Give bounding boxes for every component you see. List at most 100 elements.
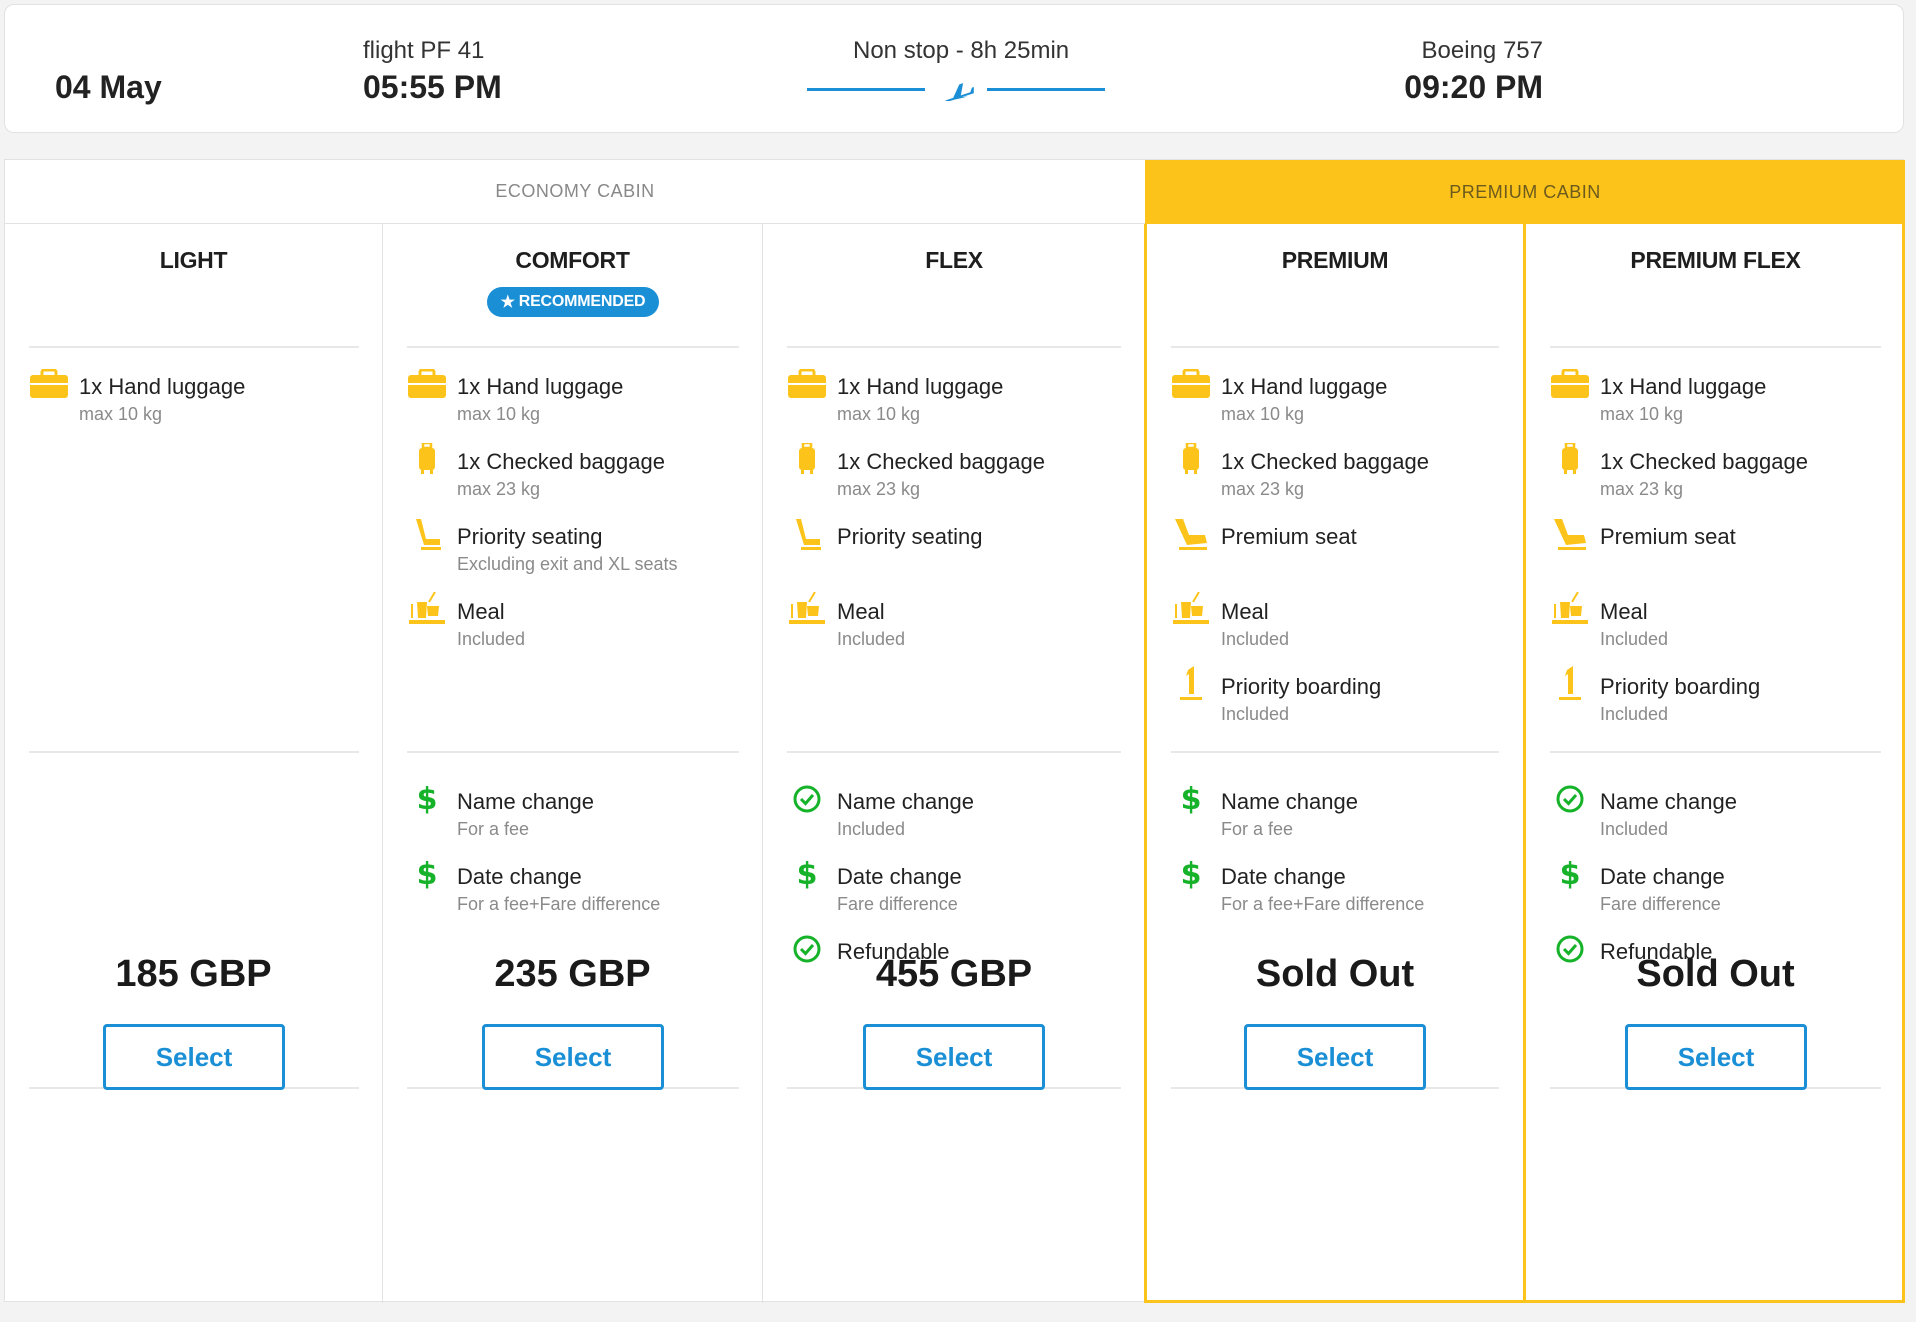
feature-subtitle: max 23 kg — [1600, 479, 1684, 499]
feature-title: 1x Checked baggage — [837, 449, 1045, 474]
check-circle-icon — [787, 781, 827, 817]
fare-title: FLEX — [925, 247, 983, 273]
select-button-light[interactable]: Select — [103, 1024, 285, 1090]
feature-subtitle: Included — [1600, 629, 1669, 649]
fare-column-premium: PREMIUM 1x Hand luggage max 10 kg 1x Checke… — [1147, 224, 1523, 1303]
dollar-icon: $ — [1180, 856, 1202, 892]
section-divider — [29, 751, 359, 753]
feature-title: Refundable — [1600, 939, 1713, 964]
fare-column-premium-flex: PREMIUM FLEX 1x Hand luggage max 10 kg 1x C… — [1526, 224, 1905, 1303]
priority-one-icon — [1171, 666, 1211, 702]
feature-title: Name change — [1221, 789, 1358, 814]
feature-subtitle: Fare difference — [1600, 894, 1721, 914]
fare-column-light: LIGHT 1x Hand luggage max 10 kg 185 GBP Sele… — [5, 224, 383, 1303]
feature-subtitle: Included — [1600, 704, 1669, 724]
dollar-icon: $ — [1180, 781, 1202, 817]
fare-column-flex: FLEX 1x Hand luggage max 10 kg 1x Checked b… — [763, 224, 1145, 1303]
feature-subtitle: Fare difference — [837, 894, 958, 914]
fare-title: LIGHT — [159, 247, 228, 273]
fare-title: PREMIUM FLEX — [1630, 247, 1801, 273]
feature-title: 1x Hand luggage — [1221, 374, 1388, 399]
fare-column-comfort: COMFORT ★ RECOMMENDED 1x Hand luggage max 10… — [383, 224, 763, 1303]
select-button-premium[interactable]: Select — [1244, 1024, 1426, 1090]
feature-subtitle: max 23 kg — [837, 479, 921, 499]
seat-icon — [407, 516, 447, 552]
feature-title: 1x Checked baggage — [1600, 449, 1808, 474]
section-divider — [787, 346, 1121, 348]
dollar-icon: $ — [416, 781, 438, 817]
feature-subtitle: For a fee — [1221, 819, 1294, 839]
dollar-icon: $ — [796, 856, 818, 892]
feature-subtitle: Included — [1221, 704, 1290, 724]
dollar-icon: $ — [416, 856, 438, 892]
feature-title: Meal — [837, 599, 885, 624]
feature-title: Date change — [457, 864, 582, 889]
flight-summary-card: 04 May flight PF 41 05:55 PM Non stop - … — [4, 4, 1904, 133]
feature-subtitle: For a fee — [457, 819, 530, 839]
premium-seat-icon — [1171, 516, 1211, 552]
feature-subtitle: Included — [457, 629, 526, 649]
priority-one-icon — [1550, 666, 1590, 702]
meal-icon — [787, 591, 827, 627]
feature-subtitle: max 10 kg — [79, 404, 163, 424]
recommended-badge: ★ RECOMMENDED — [487, 287, 659, 317]
feature-title: Date change — [1221, 864, 1346, 889]
suitcase-icon — [1550, 441, 1590, 477]
fare-price: 235 GBP — [494, 953, 651, 995]
feature-title: Meal — [457, 599, 505, 624]
fare-comparison-table: ECONOMY CABIN PREMIUM CABIN LIGHT 1x Hand… — [4, 159, 1905, 1303]
feature-subtitle: Included — [1221, 629, 1290, 649]
feature-title: 1x Hand luggage — [457, 374, 624, 399]
feature-subtitle: max 10 kg — [1600, 404, 1684, 424]
feature-title: Priority seating — [837, 524, 983, 549]
meal-icon — [407, 591, 447, 627]
fare-price: Sold Out — [1255, 953, 1415, 995]
fare-price: 455 GBP — [875, 953, 1033, 995]
section-divider — [407, 751, 739, 753]
feature-title: Name change — [457, 789, 594, 814]
flight-date: 04 May — [55, 69, 162, 105]
fare-title: PREMIUM — [1281, 247, 1389, 273]
check-circle-icon — [1550, 781, 1590, 817]
feature-title: Priority boarding — [1221, 674, 1382, 699]
arrival-time: 09:20 PM — [1404, 69, 1543, 105]
section-divider — [1171, 751, 1499, 753]
seat-icon — [787, 516, 827, 552]
feature-title: 1x Hand luggage — [837, 374, 1004, 399]
briefcase-icon — [407, 366, 447, 402]
premium-seat-icon — [1550, 516, 1590, 552]
feature-title: 1x Hand luggage — [1600, 374, 1767, 399]
premium-cabin-header: PREMIUM CABIN — [1145, 160, 1905, 224]
economy-cabin-header: ECONOMY CABIN — [5, 160, 1145, 224]
briefcase-icon — [1550, 366, 1590, 402]
star-icon: ★ — [500, 294, 515, 311]
select-button-flex[interactable]: Select — [863, 1024, 1045, 1090]
feature-title: 1x Checked baggage — [1221, 449, 1429, 474]
flight-number: flight PF 41 — [363, 37, 485, 64]
feature-subtitle: max 10 kg — [1221, 404, 1305, 424]
briefcase-icon — [1171, 366, 1211, 402]
feature-title: Date change — [1600, 864, 1725, 889]
feature-title: Meal — [1600, 599, 1648, 624]
select-button-comfort[interactable]: Select — [482, 1024, 664, 1090]
route-line-right — [987, 88, 1105, 91]
feature-subtitle: Included — [837, 819, 906, 839]
feature-title: Refundable — [837, 939, 950, 964]
meal-icon — [1550, 591, 1590, 627]
section-divider — [787, 751, 1121, 753]
premium-column-divider — [1523, 224, 1526, 1303]
feature-subtitle: max 10 kg — [457, 404, 541, 424]
route-duration: Non stop - 8h 25min — [853, 37, 1070, 64]
section-divider — [29, 346, 359, 348]
suitcase-icon — [787, 441, 827, 477]
feature-title: Premium seat — [1221, 524, 1357, 549]
feature-subtitle: max 23 kg — [1221, 479, 1305, 499]
feature-subtitle: Included — [837, 629, 906, 649]
suitcase-icon — [1171, 441, 1211, 477]
briefcase-icon — [787, 366, 827, 402]
feature-subtitle: For a fee+Fare difference — [1221, 894, 1425, 914]
select-button-premium-flex[interactable]: Select — [1625, 1024, 1807, 1090]
briefcase-icon — [29, 366, 69, 402]
feature-title: Meal — [1221, 599, 1269, 624]
route-line-left — [807, 88, 925, 91]
